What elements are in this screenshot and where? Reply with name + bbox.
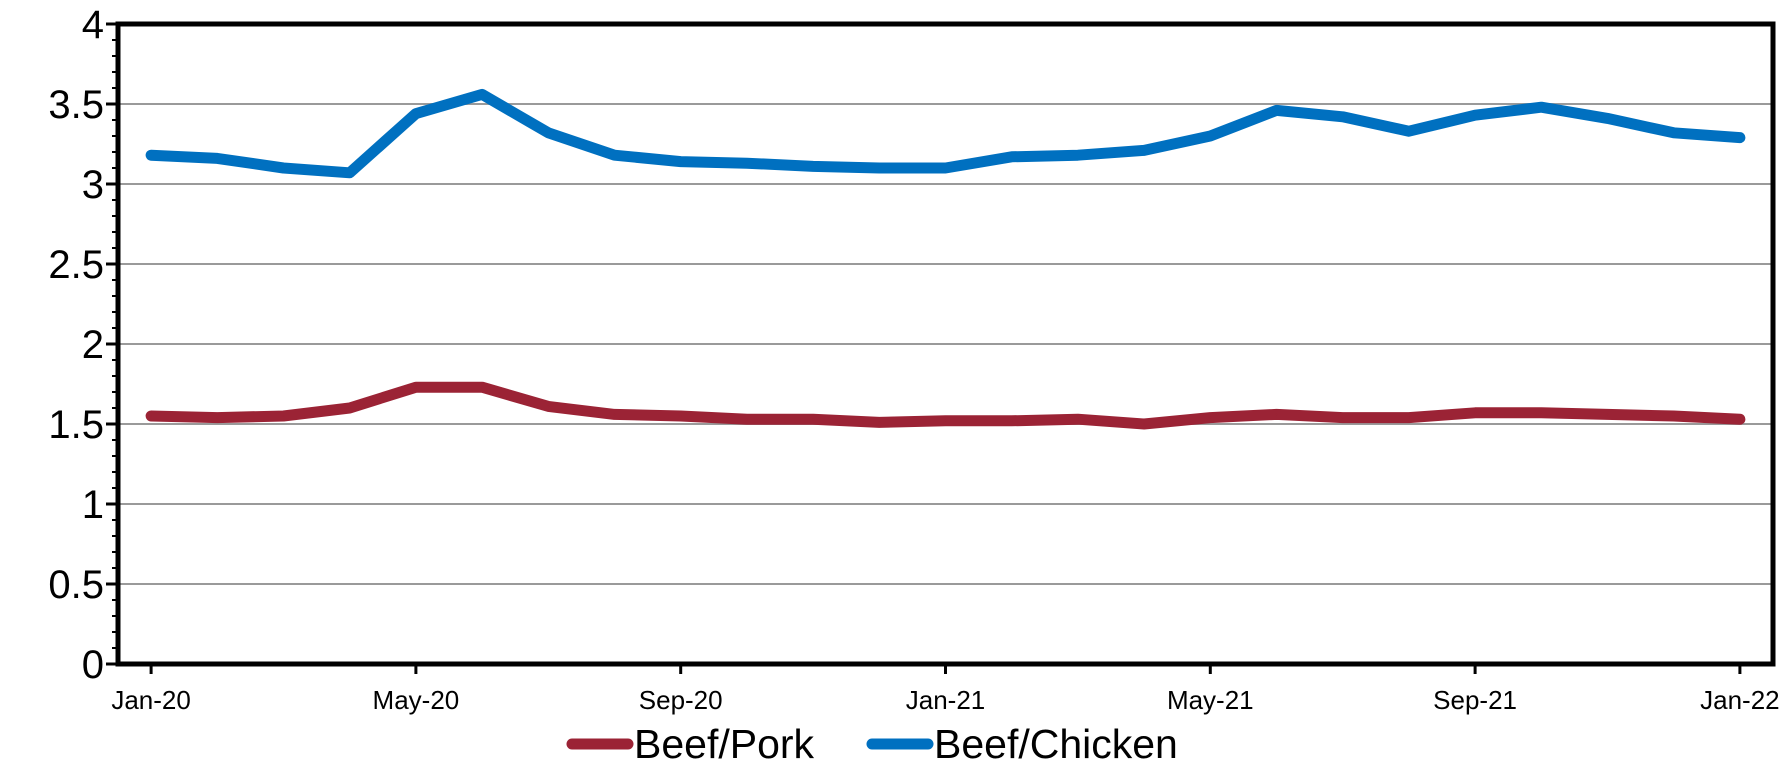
legend-label: Beef/Pork xyxy=(634,721,815,767)
y-tick-label: 1 xyxy=(82,483,104,527)
data-point xyxy=(1209,416,1212,419)
data-point xyxy=(679,160,682,163)
data-point xyxy=(1407,130,1410,133)
x-tick-label: Jan-20 xyxy=(111,685,191,715)
x-tick-label: Sep-20 xyxy=(639,685,723,715)
data-point xyxy=(1275,109,1278,112)
data-point xyxy=(1672,415,1675,417)
y-tick-label: 3.5 xyxy=(48,83,104,127)
data-point xyxy=(1606,117,1609,120)
data-point xyxy=(878,167,881,169)
data-point xyxy=(481,386,484,389)
x-tick-label: Jan-21 xyxy=(906,685,986,715)
data-point xyxy=(1738,136,1741,139)
data-point xyxy=(812,165,815,168)
data-point xyxy=(348,171,351,174)
data-point xyxy=(1474,411,1477,414)
data-point xyxy=(282,167,285,169)
data-point xyxy=(216,157,219,160)
data-point xyxy=(613,154,616,157)
data-point xyxy=(878,421,881,424)
data-point xyxy=(1540,106,1543,109)
data-point xyxy=(547,131,550,134)
data-point xyxy=(481,93,484,96)
data-point xyxy=(1010,155,1013,158)
data-point xyxy=(547,405,550,408)
x-tick-label: May-21 xyxy=(1167,685,1254,715)
data-point xyxy=(944,419,947,422)
data-point xyxy=(1606,413,1609,416)
y-tick-label: 0.5 xyxy=(48,563,104,607)
data-point xyxy=(1540,411,1543,414)
data-point xyxy=(745,162,748,165)
data-point xyxy=(1076,154,1079,157)
legend-label: Beef/Chicken xyxy=(934,721,1178,767)
data-point xyxy=(1407,416,1410,419)
y-tick-label: 4 xyxy=(82,3,104,47)
data-point xyxy=(414,386,417,389)
x-tick-label: May-20 xyxy=(373,685,460,715)
y-tick-label: 0 xyxy=(82,643,104,687)
y-tick-label: 2 xyxy=(82,323,104,367)
data-point xyxy=(282,415,285,417)
data-point xyxy=(1010,419,1013,422)
data-point xyxy=(1143,423,1146,425)
series-lines xyxy=(145,88,1746,430)
data-point xyxy=(1672,131,1675,134)
y-tick-label: 1.5 xyxy=(48,403,104,447)
data-point xyxy=(745,418,748,421)
data-point xyxy=(1474,114,1477,117)
data-point xyxy=(1143,149,1146,152)
x-tick-label: Jan-22 xyxy=(1700,685,1780,715)
data-point xyxy=(414,112,417,115)
y-tick-label: 3 xyxy=(82,163,104,207)
data-point xyxy=(1076,418,1079,421)
data-point xyxy=(1341,115,1344,118)
data-point xyxy=(1275,413,1278,416)
axes: 0 0.5 1 1.5 2 2.5 3 3.5 4 Jan-20 May-20 Sep-20 Jan-2… xyxy=(48,3,1779,715)
data-point xyxy=(1209,135,1212,137)
data-point xyxy=(1341,416,1344,419)
data-point xyxy=(150,415,153,417)
data-point xyxy=(812,418,815,421)
data-point xyxy=(1738,418,1741,421)
data-point xyxy=(348,407,351,409)
data-point xyxy=(216,416,219,419)
y-tick-label: 2.5 xyxy=(48,243,104,287)
data-point xyxy=(150,154,153,157)
data-point xyxy=(944,167,947,169)
x-tick-label: Sep-21 xyxy=(1433,685,1517,715)
data-point xyxy=(613,413,616,416)
legend: Beef/Pork Beef/Chicken xyxy=(566,721,1178,767)
data-point xyxy=(679,415,682,417)
